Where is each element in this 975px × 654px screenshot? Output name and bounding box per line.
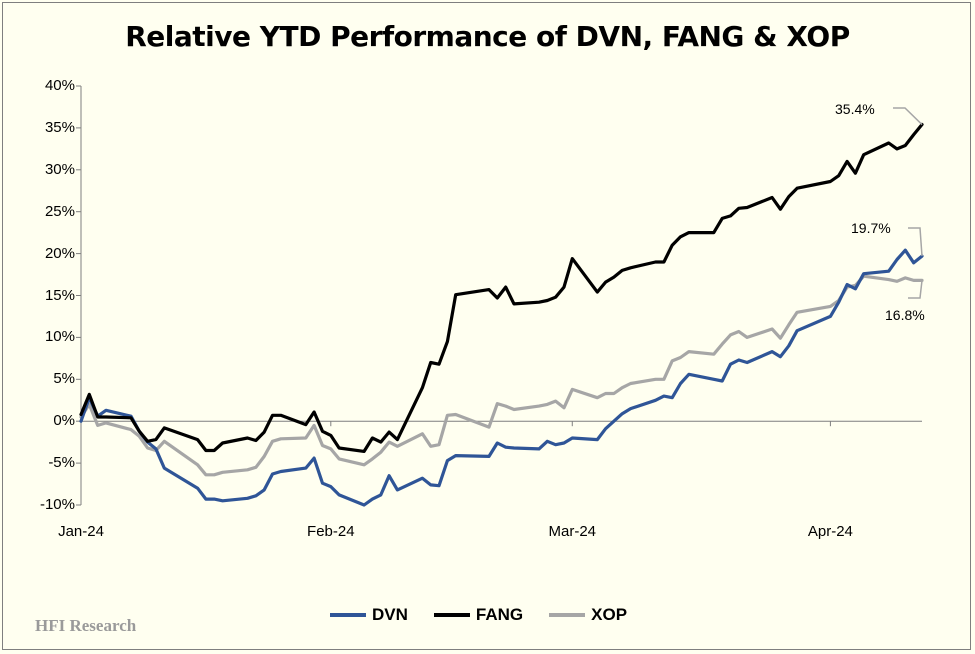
chart-title: Relative YTD Performance of DVN, FANG & … [125, 20, 850, 53]
x-tick-label: Mar-24 [548, 523, 597, 540]
legend-swatch [549, 613, 586, 617]
legend-item-dvn: DVN [330, 605, 408, 625]
y-tick-label: 35% [44, 118, 75, 136]
series-line-xop [79, 274, 924, 477]
y-tick-label: -5% [48, 454, 75, 472]
legend-swatch [330, 613, 366, 617]
legend-label: DVN [372, 605, 408, 624]
y-tick-label: 0% [53, 412, 75, 430]
y-tick-label: -10% [39, 496, 75, 513]
legend-label: FANG [475, 605, 524, 624]
y-tick-label: 20% [44, 244, 75, 262]
legend-item-xop: XOP [549, 605, 627, 625]
legend-swatch [433, 613, 470, 617]
data-label-dvn: 19.7% [851, 220, 891, 236]
legend-label: XOP [591, 605, 628, 624]
watermark: HFI Research [35, 616, 137, 635]
legend-item-fang: FANG [433, 605, 524, 625]
y-tick-label: 40% [44, 77, 75, 94]
y-tick-label: 15% [44, 286, 75, 304]
leader-line-xop [908, 280, 923, 299]
series-line-fang [79, 122, 924, 453]
leader-line-fang [893, 107, 923, 126]
y-tick-label: 10% [44, 328, 75, 346]
leader-line-dvn [908, 227, 923, 257]
data-label-fang: 35.4% [835, 101, 875, 117]
y-tick-label: 25% [44, 202, 75, 220]
x-tick-label: Jan-24 [58, 523, 104, 540]
series-line-dvn [79, 248, 924, 507]
data-label-xop: 16.8% [885, 307, 925, 323]
x-tick-label: Apr-24 [807, 523, 853, 540]
y-tick-label: 5% [53, 370, 75, 388]
chart-legend: DVN FANG XOP [330, 604, 653, 626]
x-tick-label: Feb-24 [307, 523, 355, 540]
y-tick-label: 30% [44, 160, 75, 178]
